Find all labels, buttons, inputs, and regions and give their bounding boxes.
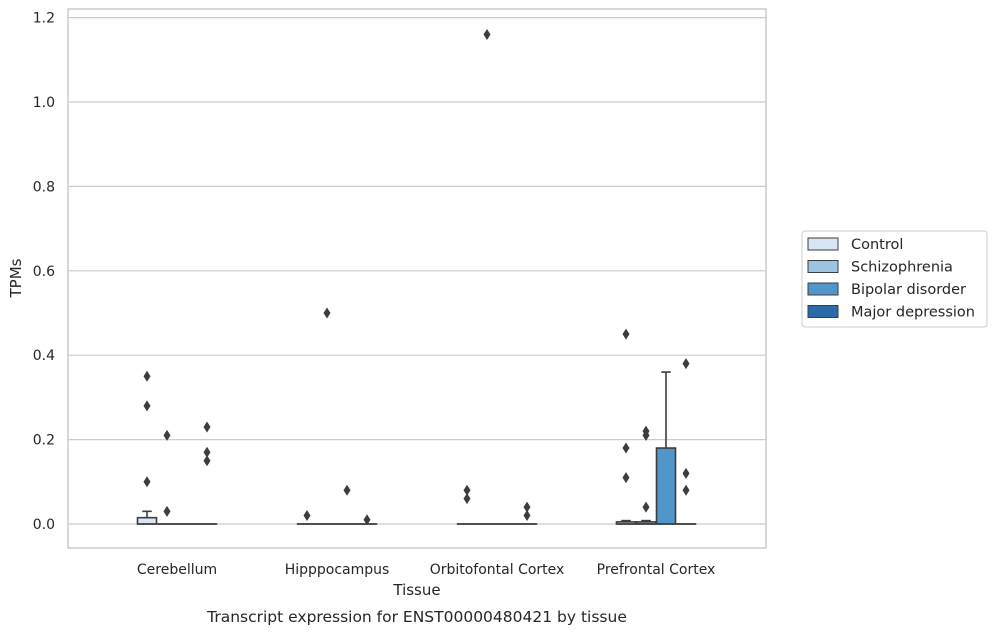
x-tick-labels: Cerebellum Hipppocampus Orbitofontal Corte…	[137, 562, 715, 578]
legend-label: Bipolar disorder	[851, 282, 966, 298]
box-schizophrenia	[316, 307, 338, 525]
outlier-point	[323, 307, 331, 319]
x-axis-label: Tissue	[392, 581, 440, 599]
y-tick-label: 0.4	[33, 348, 55, 364]
outlier-point	[642, 501, 650, 513]
outlier-point	[682, 484, 690, 496]
outlier-point	[483, 28, 491, 40]
box-schizophrenia	[156, 429, 178, 525]
x-tick-label: Cerebellum	[137, 562, 217, 578]
outlier-point	[642, 429, 650, 441]
legend-label: Control	[851, 237, 903, 253]
box-bipolar-disorder	[655, 371, 677, 525]
y-tick-label: 0.8	[33, 179, 55, 195]
legend-frame	[801, 230, 988, 328]
legend-label: Schizophrenia	[851, 260, 953, 276]
box-control	[456, 484, 478, 525]
outlier-point	[523, 501, 531, 513]
box-plots	[136, 28, 697, 526]
box-control	[136, 370, 158, 525]
legend-items: Control Schizophrenia Bipolar disorder Majo…	[807, 237, 975, 321]
legend-swatch	[807, 260, 839, 273]
outlier-point	[203, 455, 211, 467]
legend-label: Major depression	[851, 305, 975, 321]
outlier-point	[463, 493, 471, 505]
outlier-point	[363, 514, 371, 526]
box-body	[136, 516, 158, 525]
box-bipolar-disorder	[336, 484, 358, 525]
outlier-point	[163, 505, 171, 517]
outlier-point	[622, 442, 630, 454]
outlier-point	[203, 421, 211, 433]
box-major-depression	[675, 358, 697, 525]
y-tick-label: 0.2	[33, 433, 55, 449]
legend: Control Schizophrenia Bipolar disorder Majo…	[801, 230, 988, 328]
chart-caption: Transcript expression for ENST0000048042…	[206, 608, 627, 626]
legend-swatch	[807, 237, 839, 251]
outlier-point	[343, 484, 351, 496]
outlier-point	[622, 328, 630, 340]
outlier-point	[463, 484, 471, 496]
y-tick-label: 0.0	[33, 517, 55, 533]
legend-swatch	[807, 282, 839, 296]
y-axis-label: TPMs	[7, 258, 25, 298]
box-major-depression	[516, 501, 538, 525]
x-tick-label: Hipppocampus	[285, 562, 390, 578]
box-schizophrenia	[476, 28, 498, 525]
grid-lines	[68, 17, 766, 525]
outlier-point	[143, 476, 151, 488]
y-tick-label: 0.6	[33, 264, 55, 280]
outlier-point	[163, 429, 171, 441]
outlier-point	[523, 510, 531, 522]
box-body	[655, 447, 677, 525]
y-tick-label: 1.0	[33, 95, 55, 111]
box-control	[296, 510, 318, 525]
legend-swatch	[807, 305, 839, 318]
y-tick-label: 1.2	[33, 11, 55, 27]
plot-frame	[67, 8, 767, 549]
outlier-point	[303, 510, 311, 522]
outlier-point	[203, 446, 211, 458]
x-tick-label: Orbitofontal Cortex	[430, 562, 565, 578]
outlier-point	[143, 400, 151, 412]
x-tick-label: Prefrontal Cortex	[597, 562, 716, 578]
y-tick-labels: 0.0 0.2 0.4 0.6 0.8 1.0 1.2	[33, 11, 55, 533]
outlier-point	[622, 472, 630, 484]
plot-border	[67, 8, 767, 549]
box-major-depression	[196, 421, 218, 525]
outlier-point	[682, 467, 690, 479]
box-schizophrenia	[635, 425, 657, 525]
box-control	[615, 328, 637, 525]
box-major-depression	[356, 514, 378, 526]
outlier-point	[143, 370, 151, 382]
outlier-point	[682, 358, 690, 370]
